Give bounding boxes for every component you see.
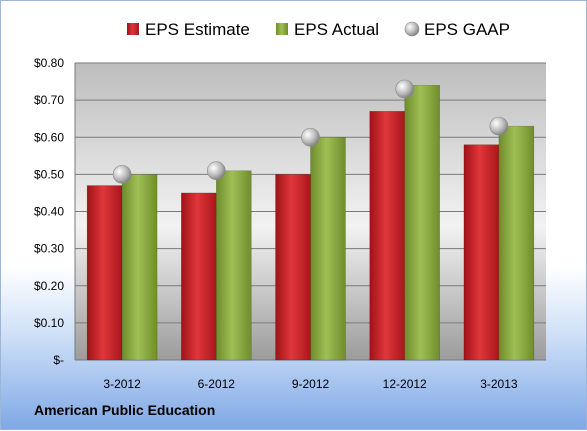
bar-eps-estimate [370,111,405,360]
y-tick-label: $0.40 [34,205,64,219]
bar-eps-actual [122,174,157,360]
bar-eps-estimate [464,145,499,360]
marker-eps-gaap [302,128,320,146]
y-tick-label: $0.60 [34,130,64,144]
x-axis: 3-2012 6-2012 9-2012 12-2012 3-2013 [103,377,517,391]
x-tick-label: 9-2012 [292,377,330,391]
bar-eps-estimate [87,186,122,360]
x-tick-label: 12-2012 [383,377,427,391]
marker-eps-gaap [490,117,508,135]
x-tick-label: 6-2012 [198,377,236,391]
marker-eps-gaap [396,80,414,98]
legend-item-eps-gaap: EPS GAAP [405,20,510,39]
marker-eps-gaap [207,162,225,180]
legend-item-eps-estimate: EPS Estimate [127,20,250,39]
bar-eps-estimate [181,193,216,360]
y-tick-label: $0.50 [34,167,64,181]
legend-swatch [127,23,139,35]
y-tick-label: $0.10 [34,316,64,330]
legend-item-eps-actual: EPS Actual [276,20,379,39]
bar-eps-actual [311,137,346,360]
legend-label: EPS GAAP [424,20,510,39]
y-tick-label: $0.70 [34,93,64,107]
legend-label: EPS Actual [294,20,379,39]
y-tick-label: $0.30 [34,242,64,256]
bar-eps-actual [405,85,440,360]
bar-eps-estimate [276,174,311,360]
marker-eps-gaap [113,165,131,183]
x-tick-label: 3-2012 [103,377,141,391]
legend-swatch [276,23,288,35]
company-name: American Public Education [34,402,215,418]
y-tick-label: $- [53,353,64,367]
legend-swatch [405,22,419,36]
y-tick-label: $0.80 [34,56,64,70]
y-tick-label: $0.20 [34,279,64,293]
y-axis: $0.80 $0.70 $0.60 $0.50 $0.40 $0.30 $0.20 $0.10… [34,56,75,367]
legend: EPS Estimate EPS Actual EPS GAAP [127,20,510,39]
x-tick-label: 3-2013 [480,377,518,391]
bar-eps-actual [216,171,251,360]
bar-eps-actual [499,126,534,360]
legend-label: EPS Estimate [145,20,250,39]
